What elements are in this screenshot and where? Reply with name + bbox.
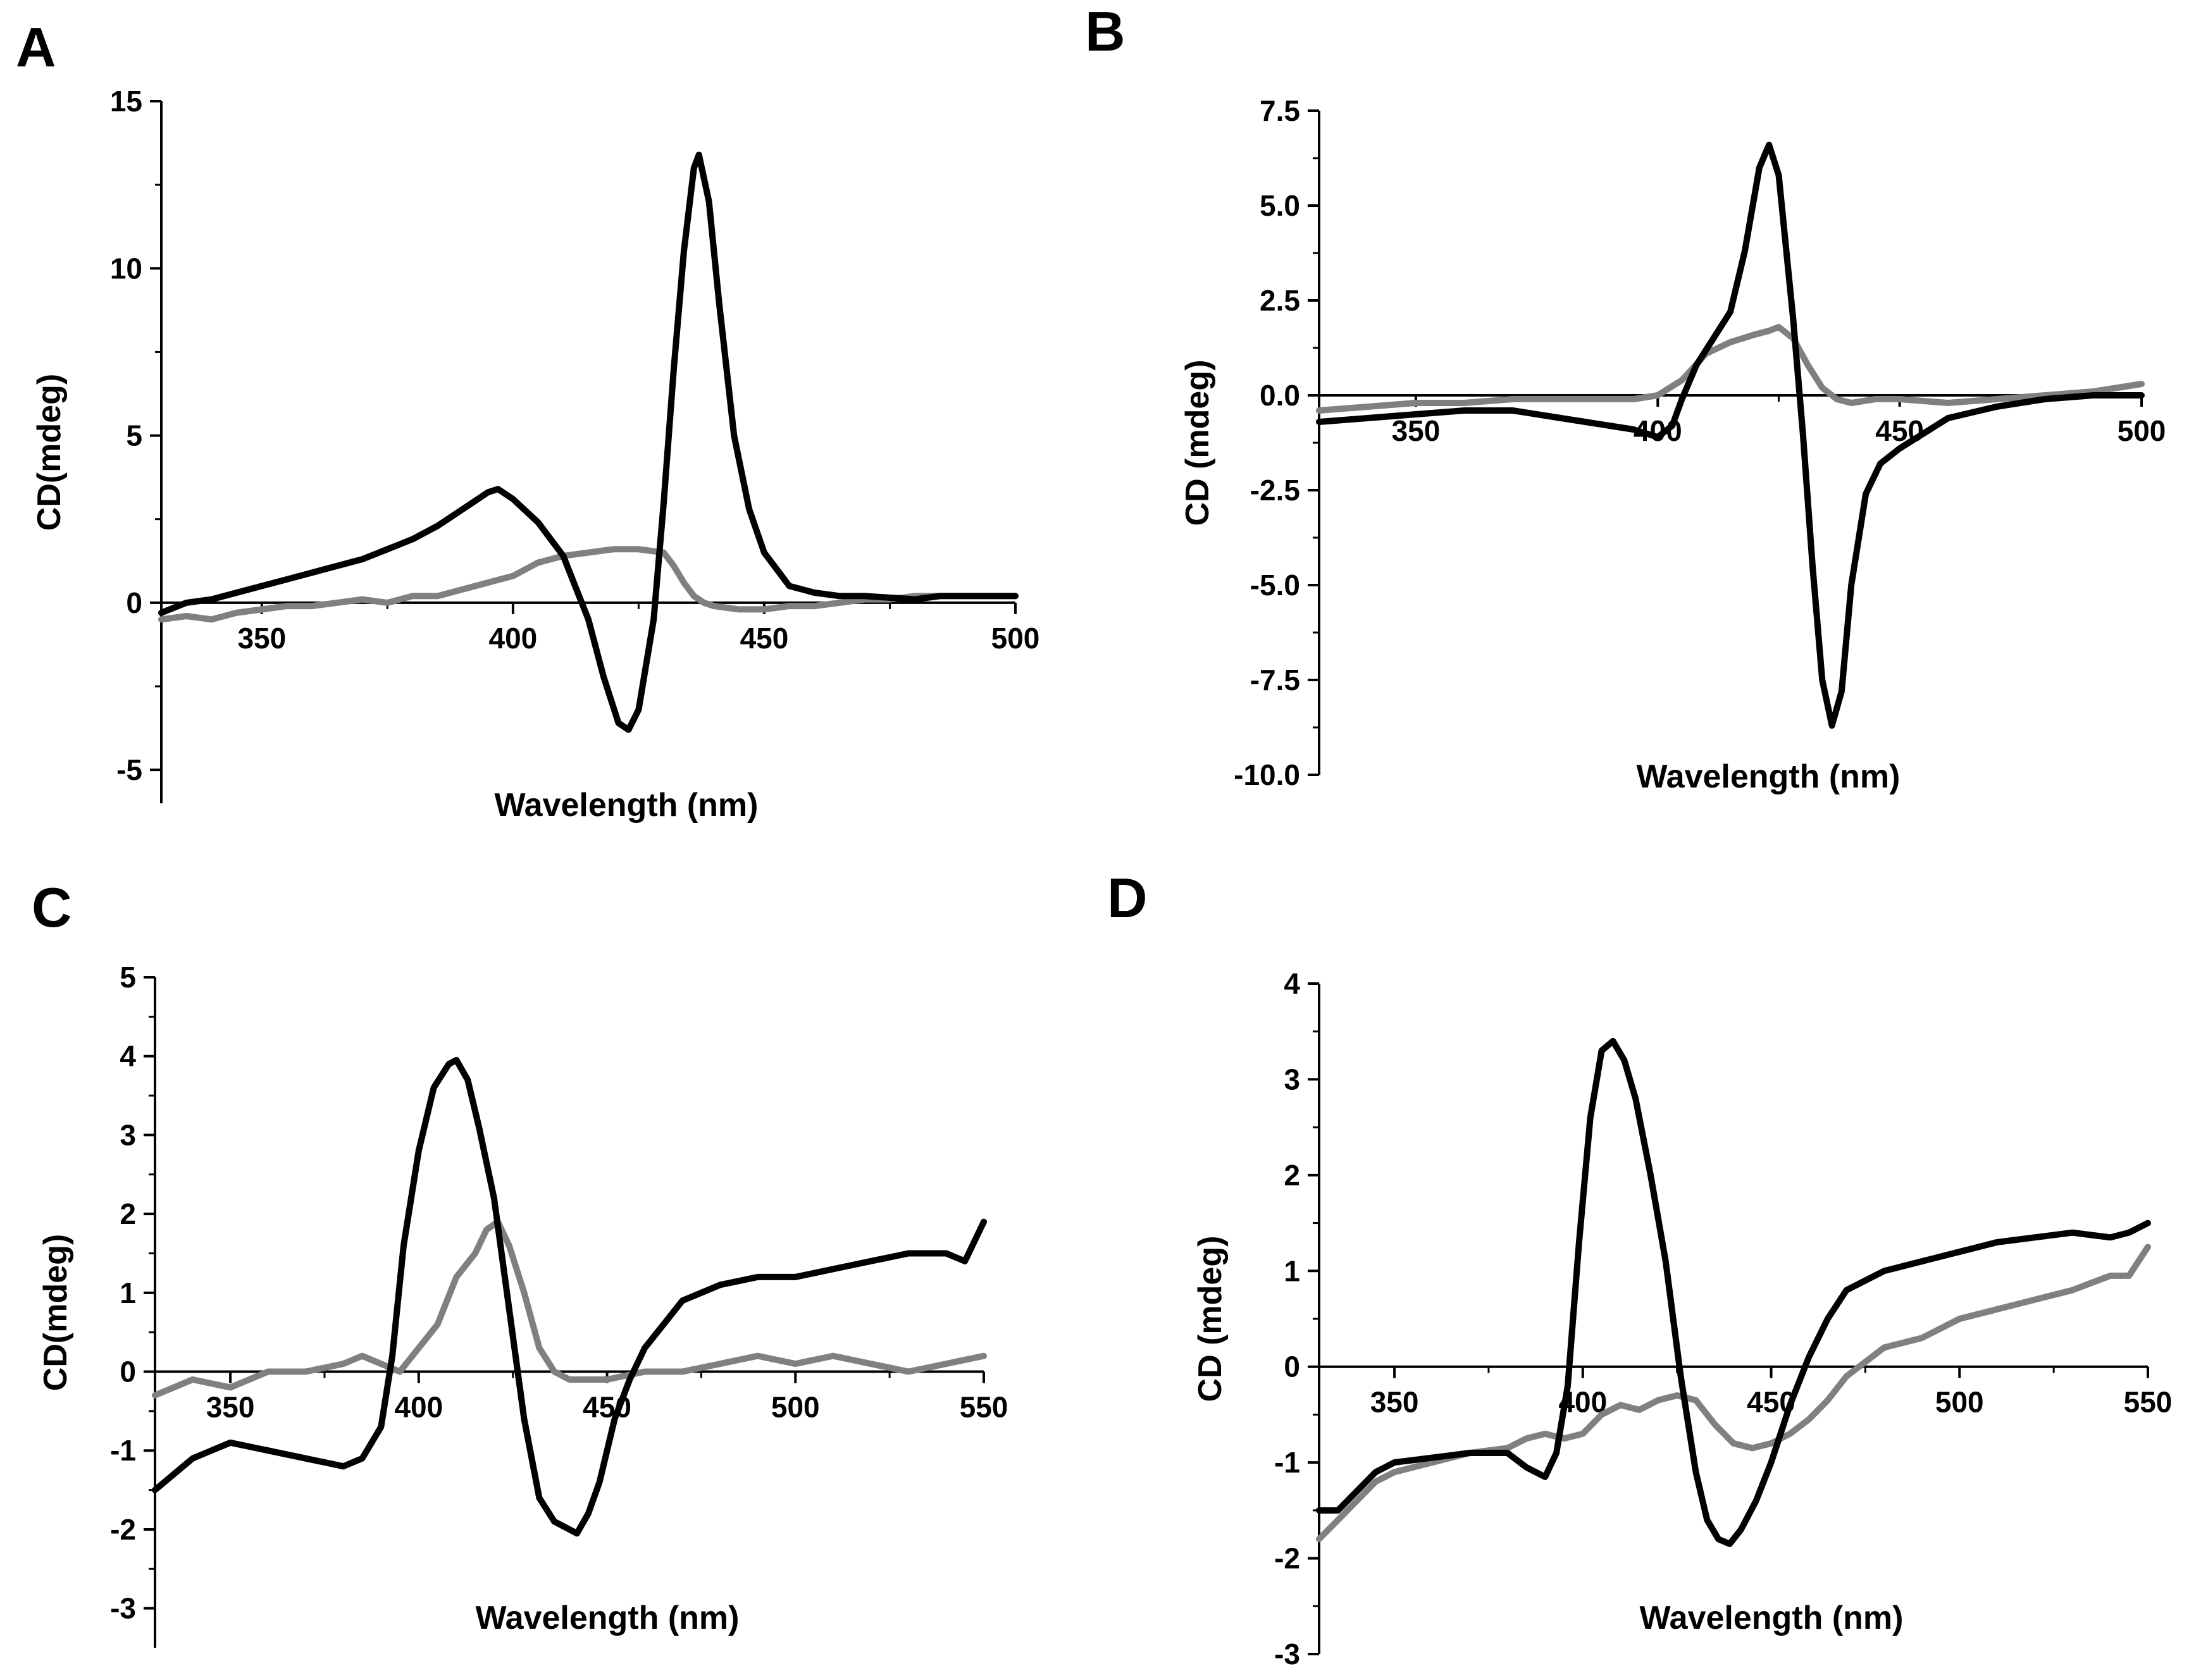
panel-a-x-tick-label: 450	[740, 622, 789, 655]
panel-c-y-tick-label: 4	[120, 1040, 136, 1073]
panel-b-x-tick-label: 350	[1392, 414, 1441, 447]
panel-letter-d: D	[1107, 867, 1148, 929]
panel-a-y-tick-label: -5	[116, 753, 142, 786]
panel-c-x-axis-title: Wavelength (nm)	[476, 1600, 740, 1636]
panel-b-y-axis-title: CD (mdeg)	[1179, 360, 1216, 526]
panel-d-y-tick-label: -1	[1274, 1446, 1300, 1479]
panel-d-y-axis-title: CD (mdeg)	[1192, 1236, 1229, 1402]
panel-c-y-tick-label: 3	[120, 1118, 136, 1151]
panel-c-x-tick-label: 550	[960, 1391, 1008, 1424]
panel-a-x-tick-label: 500	[991, 622, 1040, 655]
panel-d-y-tick-label: -2	[1274, 1542, 1300, 1575]
panel-c-y-tick-label: 2	[120, 1197, 136, 1230]
panel-d-x-axis-title: Wavelength (nm)	[1640, 1600, 1904, 1636]
panel-b-x-tick-label: 500	[2118, 414, 2166, 447]
panel-b-y-tick-label: -10.0	[1234, 758, 1300, 791]
panel-d-y-tick-label: 4	[1284, 967, 1300, 1000]
panel-b-x-tick-label: 450	[1875, 414, 1924, 447]
panel-d-series-black	[1316, 1037, 2151, 1547]
panel-b-y-tick-label: -7.5	[1250, 664, 1300, 696]
panel-c-y-tick-label: 0	[120, 1356, 136, 1388]
panel-d-y-tick-label: -3	[1274, 1638, 1300, 1671]
panel-c-y-tick-label: 5	[120, 961, 136, 994]
panel-b-y-tick-label: 5.0	[1260, 189, 1300, 222]
panel-b-y-tick-label: -2.5	[1250, 474, 1300, 507]
panel-c-y-tick-label: -3	[110, 1592, 136, 1625]
panel-b-series-black	[1316, 142, 2145, 729]
panel-d-y-tick-label: 2	[1284, 1159, 1300, 1192]
panel-a-series-gray	[158, 546, 1019, 623]
panel-b-y-tick-label: -5.0	[1250, 569, 1300, 602]
panel-c-series-black	[152, 1056, 987, 1537]
panel-a-y-tick-label: 5	[126, 419, 142, 452]
panel-d-y-tick-label: 3	[1284, 1063, 1300, 1096]
panel-a-y-tick-label: 10	[110, 252, 142, 285]
panel-d-x-tick-label: 550	[2124, 1386, 2173, 1419]
panel-b-y-tick-label: 0.0	[1260, 379, 1300, 412]
panel-a-y-axis-title: CD(mdeg)	[31, 374, 68, 531]
panel-b-x-axis-title: Wavelength (nm)	[1637, 758, 1901, 795]
panel-d-y-tick-label: 0	[1284, 1350, 1300, 1383]
panel-a-y-tick-label: 0	[126, 586, 142, 619]
panel-a-series-black	[158, 151, 1019, 733]
panel-letter-b: B	[1085, 0, 1126, 63]
panel-c-y-tick-label: -2	[110, 1513, 136, 1546]
panel-c-series-gray	[152, 1218, 987, 1399]
panel-a-x-axis-title: Wavelength (nm)	[495, 787, 759, 824]
panel-d-x-tick-label: 350	[1370, 1386, 1419, 1419]
panel-a-y-tick-label: 15	[110, 85, 142, 118]
panel-d-y-tick-label: 1	[1284, 1254, 1300, 1287]
panel-letter-c: C	[32, 876, 72, 939]
panel-a-x-tick-label: 400	[489, 622, 538, 655]
panel-d-x-tick-label: 500	[1935, 1386, 1984, 1419]
panel-c-y-tick-label: -1	[110, 1434, 136, 1467]
panel-letter-a: A	[16, 16, 56, 78]
panel-b-y-tick-label: 2.5	[1260, 284, 1300, 317]
panel-b-y-tick-label: 7.5	[1260, 94, 1300, 127]
panel-c-x-tick-label: 400	[394, 1391, 443, 1424]
panel-b-series-gray	[1316, 324, 2145, 414]
panel-a-x-tick-label: 350	[237, 622, 286, 655]
panel-c-y-tick-label: 1	[120, 1276, 136, 1309]
panel-c-x-tick-label: 350	[206, 1391, 255, 1424]
panel-c-x-tick-label: 500	[771, 1391, 820, 1424]
panel-c-y-axis-title: CD(mdeg)	[37, 1234, 74, 1391]
panel-a-chart: -5 0 5 10 15 350 400 450 500 Wavelength (nm) CD(md…	[31, 85, 1039, 824]
